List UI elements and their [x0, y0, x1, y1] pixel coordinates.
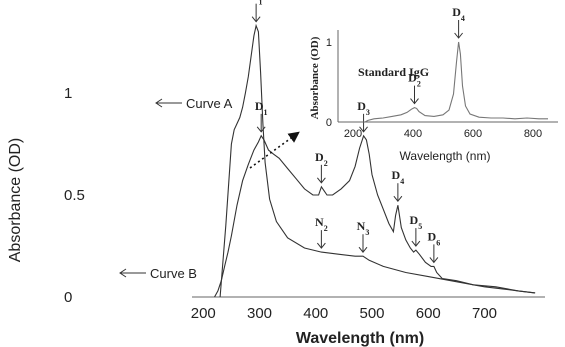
peak-arrowhead	[359, 126, 368, 133]
peak-label: N2	[315, 215, 328, 233]
main-x-axis-title: Wavelength (nm)	[296, 330, 424, 347]
peak-arrowhead	[358, 246, 368, 254]
x-tick-label: 200	[191, 305, 216, 322]
peak-arrowhead	[429, 257, 439, 264]
peak-annotation: D5	[410, 213, 423, 247]
peak-arrowhead	[410, 98, 419, 105]
curve-a-arrowhead	[155, 98, 163, 108]
curve-a-line	[219, 23, 536, 298]
inset-title: Standard IgG	[358, 65, 429, 79]
y-tick-label: 0.5	[64, 187, 85, 204]
inset-x-ticks: 200 400 600 800	[344, 128, 542, 140]
y-tick-label: 1	[64, 85, 72, 102]
inset-pointer-arrow	[249, 131, 300, 169]
peak-arrowhead	[256, 126, 266, 133]
x-tick-label: 500	[359, 305, 384, 322]
main-y-ticks: 00.511.5	[64, 85, 85, 306]
curve-b-arrowhead	[119, 268, 127, 278]
peak-arrowhead	[251, 16, 261, 23]
inset-x-tick-label: 600	[464, 128, 482, 140]
peak-annotation: D6	[428, 229, 441, 264]
inset-x-tick-label: 800	[524, 128, 542, 140]
inset-peak-annotation: D4	[452, 5, 465, 39]
peak-arrowhead	[411, 240, 421, 247]
curve-b-line	[214, 134, 536, 298]
y-tick-label: 0	[64, 289, 72, 306]
inset-y-tick-label: 1	[326, 37, 332, 49]
peak-arrowhead	[393, 195, 403, 203]
main-x-ticks: 200 300 400 500 600 700	[191, 305, 497, 322]
peak-label: N3	[357, 219, 370, 237]
peak-arrowhead	[316, 242, 326, 249]
x-tick-label: 300	[247, 305, 272, 322]
inset-y-axis-title: Absorbance (OD)	[309, 36, 321, 119]
peak-label: D3	[357, 99, 370, 117]
peak-label: D4	[452, 5, 465, 23]
peak-annotation: D2	[315, 150, 328, 184]
inset-y-tick-label: 0	[326, 117, 332, 129]
inset-x-tick-label: 400	[404, 128, 422, 140]
curve-b-label-group: Curve B	[119, 266, 197, 281]
x-tick-label: 400	[303, 305, 328, 322]
x-tick-label: 700	[472, 305, 497, 322]
inset-igg-line	[364, 41, 548, 123]
inset-y-ticks: 01	[326, 37, 332, 129]
x-tick-label: 600	[416, 305, 441, 322]
peak-annotation: N2	[315, 215, 328, 249]
peak-label: D2	[315, 150, 328, 168]
peak-annotation: D1	[255, 99, 268, 133]
main-y-axis-title: Absorbance (OD)	[7, 138, 24, 263]
peak-label: D4	[392, 168, 405, 186]
curve-a-label: Curve A	[186, 96, 233, 111]
peak-annotation: N1	[250, 0, 262, 23]
peak-annotation: N3	[357, 219, 370, 254]
peak-label: D1	[255, 99, 268, 117]
curve-a-label-group: Curve A	[155, 96, 233, 111]
peak-annotation: D3	[357, 99, 370, 133]
peak-arrowhead	[454, 32, 463, 39]
peak-label: D5	[410, 213, 423, 231]
peak-arrowhead	[316, 177, 326, 184]
peak-label: D6	[428, 229, 441, 247]
inset-x-tick-label: 200	[344, 128, 362, 140]
peak-annotation: D4	[392, 168, 405, 203]
curve-b-label: Curve B	[150, 266, 197, 281]
inset-x-axis-title: Wavelength (nm)	[400, 149, 491, 163]
